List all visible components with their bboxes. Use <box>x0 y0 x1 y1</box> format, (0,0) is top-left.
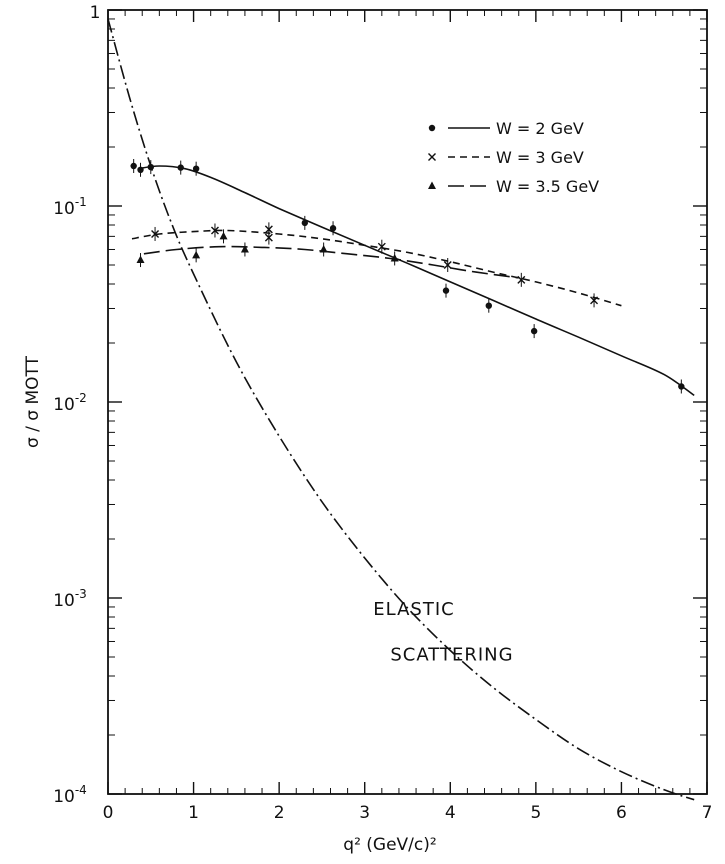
x-tick-label: 3 <box>359 803 370 823</box>
data-point-triangle <box>319 244 328 253</box>
annotation-text: ELASTIC <box>373 599 454 620</box>
y-tick-base: 10 <box>53 395 75 415</box>
data-point-triangle <box>136 255 145 264</box>
legend-marker-dot <box>428 124 436 132</box>
cross-stroke <box>377 242 386 251</box>
y-tick-label: 10-1 <box>53 195 87 219</box>
y-tick-label: 1 <box>90 3 101 23</box>
x-tick-label: 2 <box>274 803 285 823</box>
data-point-triangle <box>240 244 249 253</box>
data-point-dot <box>678 383 685 390</box>
annotation-text: SCATTERING <box>390 644 513 665</box>
data-point-cross <box>443 261 452 269</box>
data-markers <box>130 158 685 394</box>
data-point-dot <box>442 287 450 294</box>
fit-curve-dash-dot <box>107 18 695 801</box>
data-point-cross <box>590 296 599 305</box>
data-point-dot <box>301 219 309 227</box>
data-point-cross <box>517 275 526 284</box>
data-point-dot <box>329 225 337 232</box>
data-point-dot <box>485 302 492 309</box>
data-point-triangle <box>219 231 228 240</box>
data-point-cross <box>210 226 219 235</box>
y-tick-label: 10-3 <box>53 587 87 611</box>
fit-curve-long-dash <box>143 245 519 279</box>
cross-stroke <box>210 226 219 235</box>
data-point-dot <box>177 164 184 171</box>
fit-curve-solid <box>137 165 695 397</box>
legend-marker-triangle <box>428 181 436 189</box>
cross-stroke <box>443 261 452 269</box>
fit-curve-dashed <box>131 229 622 307</box>
fit-curves <box>107 18 695 801</box>
data-point-cross <box>151 229 160 238</box>
y-tick-base: 1 <box>90 3 101 23</box>
y-tick-base: 10 <box>53 787 75 807</box>
data-point-dot <box>147 163 154 171</box>
cross-stroke <box>264 233 273 242</box>
data-point-cross <box>264 225 273 234</box>
annotations: ELASTIC SCATTERING <box>373 599 513 666</box>
y-tick-base: 10 <box>53 199 75 219</box>
legend-label: W = 3.5 GeV <box>496 177 599 196</box>
legend-marker-cross <box>428 153 436 161</box>
y-tick-base: 10 <box>53 591 75 611</box>
data-point-dot <box>137 166 144 174</box>
data-point-dot <box>530 327 538 335</box>
y-tick-exponent: -1 <box>75 195 87 209</box>
cross-stroke <box>428 153 436 161</box>
legend-label: W = 2 GeV <box>496 119 584 138</box>
y-tick-label: 10-2 <box>53 391 87 415</box>
x-tick-label: 4 <box>445 803 456 823</box>
cross-stroke <box>590 296 599 305</box>
data-point-cross <box>264 233 273 242</box>
legend: W = 2 GeV W = 3 GeV W = 3.5 GeV <box>428 119 599 196</box>
legend-label: W = 3 GeV <box>496 148 584 167</box>
y-tick-label: 10-4 <box>53 783 87 807</box>
y-tick-exponent: -3 <box>75 587 87 601</box>
data-point-triangle <box>192 250 201 259</box>
data-point-dot <box>130 162 137 170</box>
data-point-dot <box>192 165 200 172</box>
data-point-cross <box>377 242 386 251</box>
x-tick-label: 7 <box>702 803 713 823</box>
x-tick-label: 6 <box>616 803 627 823</box>
y-tick-exponent: -4 <box>75 783 87 797</box>
cross-stroke <box>517 275 526 284</box>
cross-stroke <box>264 225 273 234</box>
plot-frame <box>107 9 708 795</box>
y-tick-exponent: -2 <box>75 391 87 405</box>
x-tick-label: 1 <box>188 803 199 823</box>
x-tick-label: 0 <box>103 803 114 823</box>
data-point-triangle <box>390 253 399 262</box>
axis-ticks <box>107 9 708 795</box>
y-axis-title: σ / σ MOTT <box>23 355 43 448</box>
cross-stroke <box>151 229 160 238</box>
x-axis-title: q² (GeV/c)² <box>343 835 436 855</box>
x-tick-label: 5 <box>530 803 541 823</box>
